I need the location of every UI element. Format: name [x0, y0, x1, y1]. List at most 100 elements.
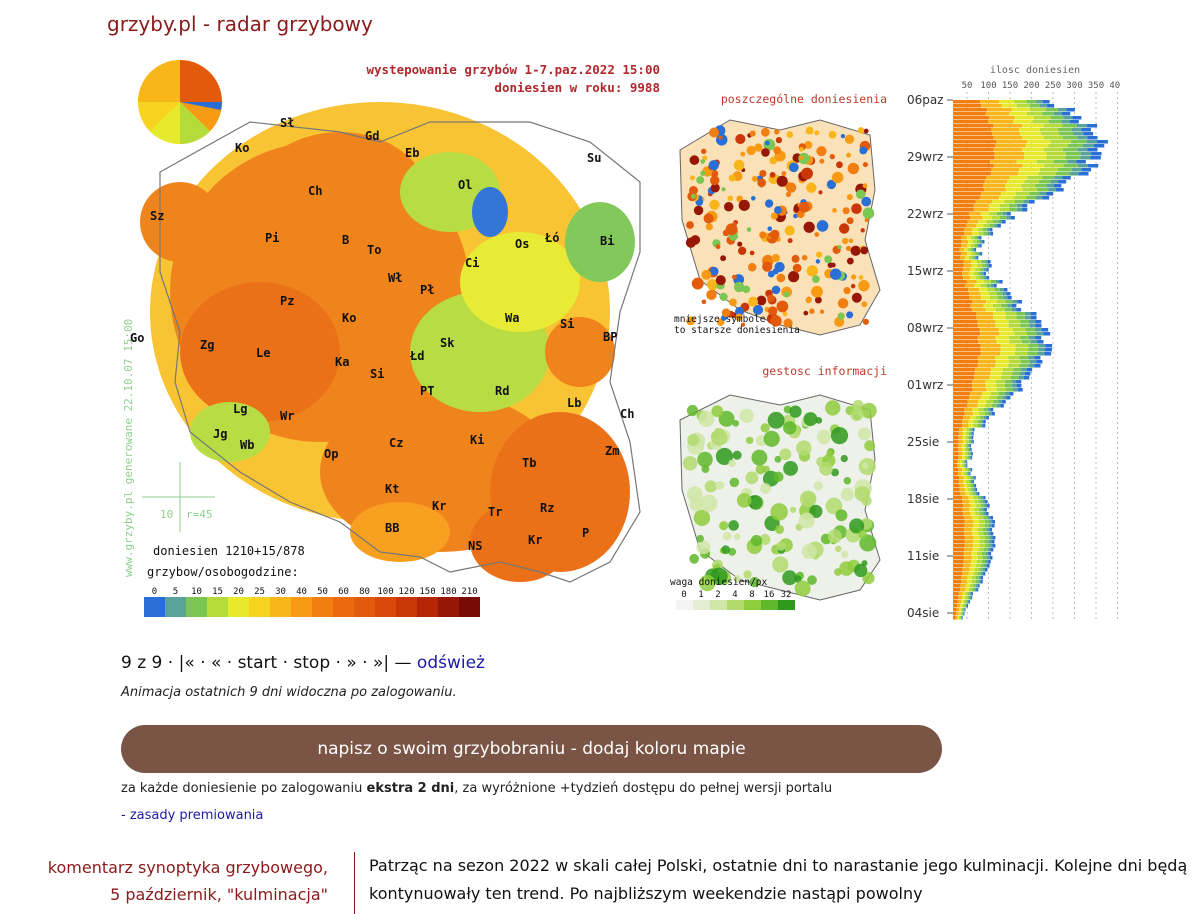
chart-bar-segment — [953, 596, 959, 600]
report-dot — [776, 273, 786, 283]
city-label: PT — [420, 384, 434, 398]
report-dot — [689, 175, 695, 181]
chart-bar-segment — [964, 484, 968, 488]
legend-swatch — [165, 597, 186, 617]
legend-label: 5 — [173, 587, 178, 597]
chart-bar-segment — [991, 168, 1020, 172]
chart-bar-segment — [996, 212, 1003, 216]
density-dot — [774, 455, 782, 463]
chart-bar-segment — [1043, 332, 1051, 336]
chart-bar-segment — [975, 368, 992, 372]
chart-bar-segment — [969, 296, 982, 300]
city-label: Ch — [308, 184, 322, 198]
report-dot — [829, 153, 835, 160]
chart-bar-segment — [969, 492, 974, 496]
chart-bar-segment — [970, 304, 984, 308]
chart-bar-segment — [963, 480, 967, 484]
rules-link[interactable]: - zasady premiowania — [121, 808, 264, 823]
density-dot — [834, 568, 842, 576]
report-dot — [815, 251, 823, 258]
chart-bar-segment — [963, 504, 971, 508]
chart-bar-segment — [1044, 164, 1064, 168]
last-frame-button[interactable]: »| — [372, 653, 390, 673]
report-dot — [803, 221, 815, 233]
legend-label: 20 — [233, 587, 244, 597]
report-dot — [791, 254, 800, 263]
chart-bar-segment — [994, 288, 1000, 292]
report-dot — [781, 171, 787, 176]
chart-bar-segment — [990, 160, 1017, 164]
city-label: Le — [256, 346, 270, 360]
chart-bar-segment — [964, 488, 969, 492]
chart-x-tick: 350 — [1088, 81, 1104, 91]
add-report-button[interactable]: napisz o swoim grzybobraniu - dodaj kolo… — [121, 725, 942, 773]
chart-bar-segment — [959, 484, 965, 488]
chart-bar-segment — [953, 224, 967, 228]
chart-bar-segment — [974, 508, 979, 512]
chart-bar-segment — [969, 472, 971, 476]
chart-bar-segment — [984, 180, 1008, 184]
chart-bar-segment — [957, 604, 961, 608]
density-legend-label: 2 — [715, 590, 720, 600]
chart-bar-segment — [953, 152, 995, 156]
chart-bar-segment — [953, 496, 963, 500]
chart-bar-segment — [953, 452, 959, 456]
chart-bar-segment — [982, 500, 986, 504]
chart-bar-segment — [955, 616, 958, 620]
chart-bar-segment — [979, 544, 986, 548]
report-dot — [844, 134, 855, 144]
chart-bar-segment — [976, 240, 981, 244]
report-dot — [837, 298, 849, 309]
prev-frame-button[interactable]: « — [210, 653, 222, 673]
chart-bar-segment — [953, 428, 959, 432]
chart-bar-segment — [1002, 368, 1014, 372]
chart-bar-segment — [972, 524, 980, 528]
report-dot — [787, 238, 793, 244]
chart-bar-segment — [988, 552, 992, 556]
chart-bar-segment — [1006, 396, 1011, 400]
chart-bar-segment — [977, 496, 981, 500]
chart-bar-segment — [953, 184, 984, 188]
chart-bar-segment — [994, 224, 998, 228]
report-dot — [814, 296, 822, 304]
chart-bar-segment — [1010, 216, 1015, 220]
chart-bar-segment — [968, 436, 971, 440]
chart-bar-segment — [953, 536, 965, 540]
chart-bar-segment — [990, 372, 1002, 376]
chart-bar-segment — [953, 112, 986, 116]
chart-bar-segment — [963, 600, 966, 604]
chart-bar-segment — [995, 280, 1000, 284]
report-dot — [729, 298, 737, 307]
first-frame-button[interactable]: |« — [178, 653, 195, 673]
chart-bar-segment — [1023, 156, 1047, 160]
chart-bar-segment — [953, 100, 981, 104]
chart-bar-segment — [953, 312, 977, 316]
report-dot — [816, 146, 827, 157]
start-button[interactable]: start — [237, 653, 278, 673]
chart-bar-segment — [977, 228, 983, 232]
chart-bar-segment — [975, 488, 978, 492]
chart-bar-segment — [1062, 148, 1078, 152]
site-title[interactable]: grzyby.pl - radar grzybowy — [107, 12, 373, 36]
chart-bar-segment — [990, 532, 994, 536]
chart-bar-segment — [956, 460, 960, 464]
chart-bar-segment — [998, 220, 1002, 224]
stop-button[interactable]: stop — [293, 653, 331, 673]
chart-bar-segment — [1097, 140, 1108, 144]
chart-bar-segment — [974, 376, 990, 380]
refresh-link[interactable]: odśwież — [416, 653, 485, 673]
chart-bar-segment — [969, 428, 972, 432]
chart-bar-segment — [967, 404, 978, 408]
next-frame-button[interactable]: » — [346, 653, 357, 673]
report-dot — [703, 213, 714, 224]
report-dot — [798, 152, 810, 165]
chart-bar-segment — [953, 412, 965, 416]
chart-bar-segment — [1019, 372, 1026, 376]
chart-bar-segment — [953, 556, 965, 560]
report-dot — [746, 227, 752, 232]
city-label: Wr — [280, 409, 294, 423]
chart-bar-segment — [1014, 332, 1027, 336]
chart-bar-segment — [953, 444, 959, 448]
density-dot — [715, 480, 725, 490]
legend-label: 60 — [338, 587, 349, 597]
